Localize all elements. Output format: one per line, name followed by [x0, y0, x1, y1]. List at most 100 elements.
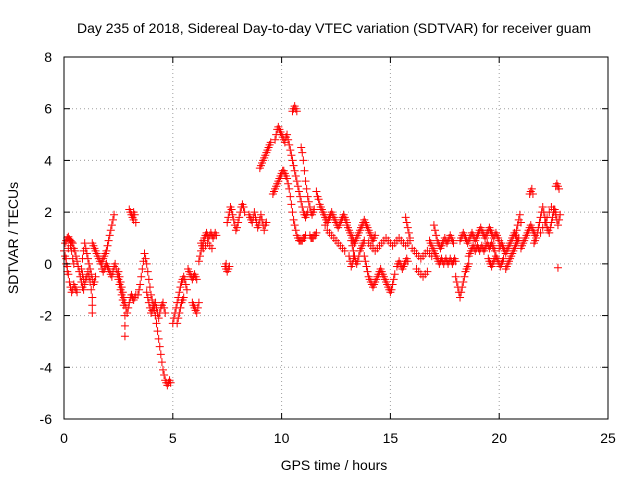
data-point — [182, 285, 191, 294]
data-point — [65, 277, 74, 286]
data-point — [115, 272, 124, 281]
data-point — [83, 254, 92, 263]
data-point — [389, 275, 398, 284]
data-point — [108, 215, 117, 224]
data-point — [404, 228, 413, 237]
data-point — [155, 342, 164, 351]
data-point — [77, 265, 86, 274]
data-point — [296, 192, 305, 201]
data-point — [348, 259, 357, 268]
y-tick-labels: -6 -4 -2 0 2 4 6 8 — [40, 49, 53, 427]
data-point — [81, 244, 90, 253]
data-point — [223, 218, 232, 227]
data-point — [284, 179, 293, 188]
data-point — [117, 283, 126, 292]
data-point — [90, 277, 99, 286]
data-point — [140, 249, 149, 258]
data-point — [131, 218, 140, 227]
data-point — [136, 280, 145, 289]
data-point — [135, 285, 144, 294]
data-point — [289, 161, 298, 170]
data-point — [360, 236, 369, 245]
data-point — [321, 221, 330, 230]
data-point — [232, 223, 241, 232]
data-point — [222, 259, 231, 268]
data-point — [120, 321, 129, 330]
data-point — [266, 138, 275, 147]
x-tick-label: 0 — [60, 430, 68, 446]
data-point — [87, 285, 96, 294]
data-point — [212, 231, 221, 240]
data-point — [286, 192, 295, 201]
data-point — [173, 319, 182, 328]
data-point — [363, 267, 372, 276]
plot-frame — [63, 56, 609, 420]
data-point — [68, 254, 77, 263]
data-point — [154, 314, 163, 323]
data-point — [402, 218, 411, 227]
x-axis-label: GPS time / hours — [281, 457, 388, 473]
data-point — [271, 135, 280, 144]
data-point — [235, 213, 244, 222]
data-point — [551, 208, 560, 217]
y-axis-label: SDTVAR / TECUs — [5, 182, 21, 294]
data-point — [153, 327, 162, 336]
data-point — [176, 303, 185, 312]
data-point — [88, 308, 97, 317]
data-point — [289, 215, 298, 224]
data-point — [174, 314, 183, 323]
y-tick-label: 8 — [44, 49, 52, 65]
plot-border — [63, 56, 609, 420]
data-point — [80, 239, 89, 248]
data-point — [287, 200, 296, 209]
data-point — [207, 244, 216, 253]
x-tick-label: 10 — [274, 430, 290, 446]
data-point — [175, 308, 184, 317]
data-point — [543, 213, 552, 222]
data-point — [458, 283, 467, 292]
data-point — [387, 285, 396, 294]
data-point — [286, 146, 295, 155]
data-point — [349, 254, 358, 263]
data-point — [143, 293, 152, 302]
data-point — [144, 275, 153, 284]
data-point — [256, 210, 265, 219]
data-point — [161, 308, 170, 317]
data-point — [86, 265, 95, 274]
y-tick-label: -2 — [40, 308, 53, 324]
data-point — [340, 246, 349, 255]
data-point — [305, 202, 314, 211]
data-point — [87, 270, 96, 279]
data-point — [67, 237, 76, 246]
y-tick-label: -4 — [40, 359, 53, 375]
data-point — [67, 246, 76, 255]
y-tick-label: 0 — [44, 256, 52, 272]
data-point — [293, 182, 302, 191]
data-point — [290, 166, 299, 175]
data-point — [314, 195, 323, 204]
data-point — [555, 215, 564, 224]
data-point — [116, 277, 125, 286]
data-point — [63, 267, 72, 276]
data-point — [120, 332, 129, 341]
data-point — [196, 252, 204, 261]
data-point — [456, 293, 465, 302]
data-point — [532, 234, 541, 242]
data-point — [79, 285, 88, 294]
data-point — [283, 130, 292, 139]
data-point — [312, 228, 321, 237]
data-point — [224, 213, 233, 222]
data-point — [304, 197, 313, 206]
data-point — [298, 148, 307, 157]
data-point — [69, 259, 78, 268]
data-point — [159, 365, 168, 374]
data-point — [292, 177, 301, 186]
data-point — [298, 202, 307, 211]
data-point — [291, 226, 300, 235]
data-point — [297, 197, 306, 206]
data-point — [451, 272, 460, 281]
data-point — [403, 223, 412, 232]
data-point — [285, 184, 294, 193]
data-point — [297, 143, 306, 152]
